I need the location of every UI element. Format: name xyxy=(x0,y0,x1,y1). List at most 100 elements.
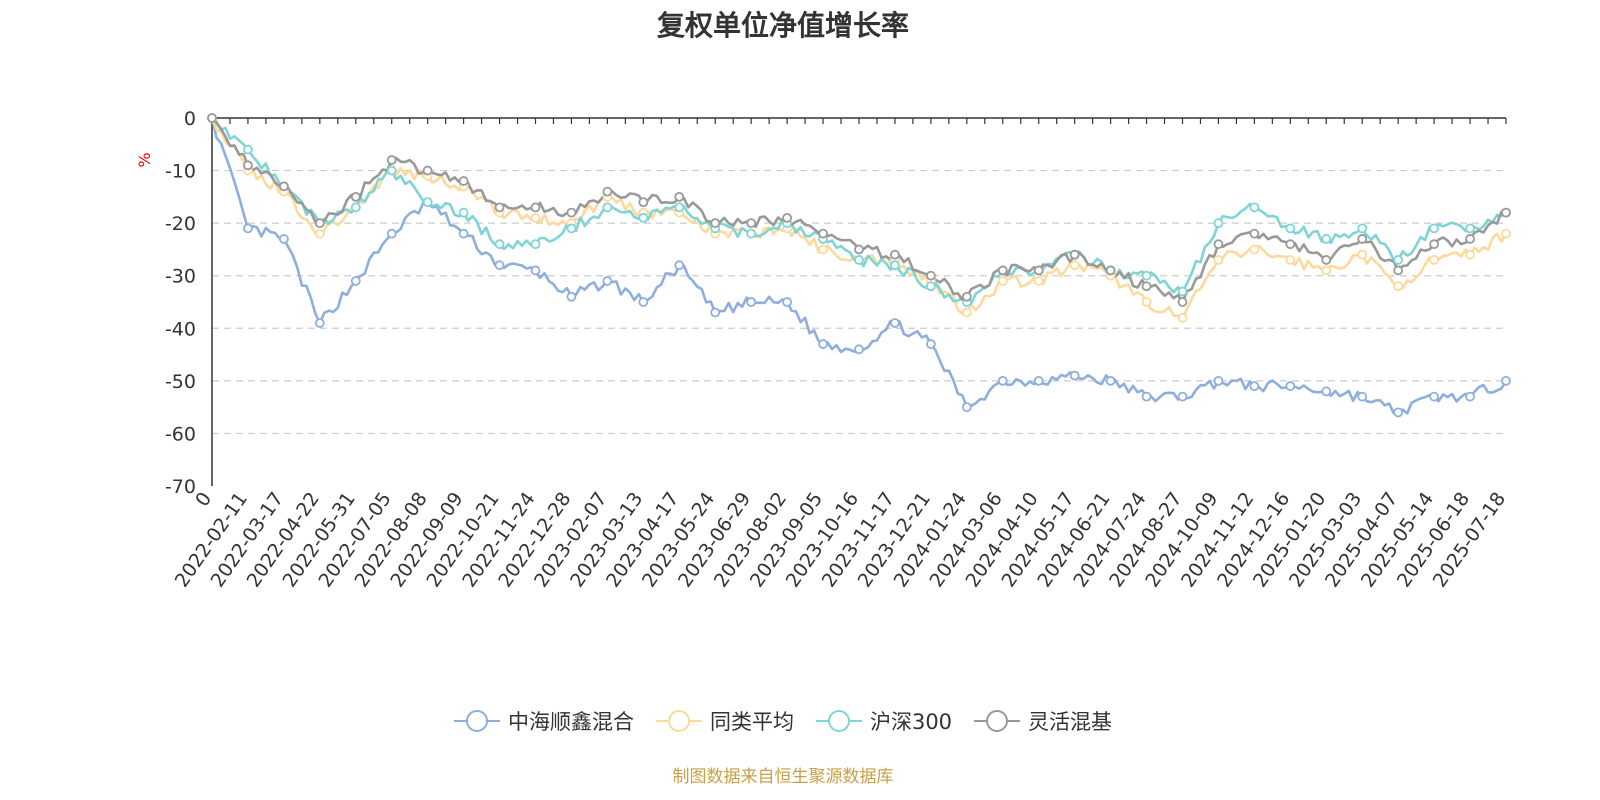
data-point xyxy=(1501,228,1511,239)
data-point xyxy=(782,297,793,307)
data-point xyxy=(1321,386,1332,397)
data-point xyxy=(1357,234,1368,244)
data-point xyxy=(1249,244,1260,255)
data-point xyxy=(710,218,721,229)
data-point xyxy=(422,197,433,208)
data-point xyxy=(1213,239,1224,250)
data-point xyxy=(925,281,936,292)
data-point xyxy=(386,228,397,239)
grid-lines xyxy=(212,169,1506,435)
legend-marker-icon xyxy=(974,709,1021,733)
data-point xyxy=(458,176,469,186)
data-point xyxy=(530,239,541,250)
data-point xyxy=(1465,234,1475,244)
data-point xyxy=(925,339,936,349)
source-note: 制图数据来自恒生聚源数据库 xyxy=(672,767,894,787)
data-point xyxy=(997,265,1008,276)
data-point xyxy=(818,339,828,349)
data-point xyxy=(1465,249,1475,260)
data-point xyxy=(566,291,577,302)
legend-marker-icon xyxy=(453,709,500,733)
data-point xyxy=(494,239,505,250)
data-point xyxy=(1285,255,1296,265)
data-point xyxy=(638,212,649,223)
data-point xyxy=(818,228,828,239)
data-point xyxy=(494,202,505,213)
data-point xyxy=(1213,218,1224,229)
data-point xyxy=(1033,265,1044,276)
data-point xyxy=(1357,249,1368,260)
data-point xyxy=(925,270,936,281)
legend: 中海顺鑫混合 同类平均 沪深300 灵活混基 xyxy=(0,706,1566,736)
data-point xyxy=(1429,391,1440,402)
data-point xyxy=(1285,381,1296,392)
data-point xyxy=(422,165,433,176)
data-point xyxy=(818,244,828,255)
data-point xyxy=(314,218,325,229)
data-point xyxy=(1249,228,1260,239)
data-point xyxy=(566,223,577,234)
data-point xyxy=(1177,391,1188,402)
data-point xyxy=(207,113,217,123)
data-point xyxy=(746,218,757,229)
data-point xyxy=(494,260,505,271)
data-point xyxy=(1393,265,1404,276)
data-point xyxy=(1285,239,1296,250)
data-point xyxy=(961,291,972,302)
data-point xyxy=(1393,281,1404,292)
data-point xyxy=(1141,297,1152,307)
legend-item[interactable]: 灵活混基 xyxy=(974,706,1112,736)
data-point xyxy=(602,186,613,197)
data-point xyxy=(1465,391,1475,402)
legend-item[interactable]: 中海顺鑫混合 xyxy=(453,706,634,736)
data-point xyxy=(1429,239,1440,250)
data-point xyxy=(854,255,864,265)
y-tick-label: -70 xyxy=(165,476,196,498)
data-point xyxy=(1321,255,1332,265)
data-point xyxy=(1141,281,1152,292)
legend-item[interactable]: 沪深300 xyxy=(815,706,952,736)
data-point xyxy=(1429,255,1440,265)
data-point xyxy=(674,260,685,271)
data-point xyxy=(997,375,1008,386)
data-point xyxy=(1321,234,1332,244)
y-tick-label: -30 xyxy=(165,266,196,288)
y-tick-label: -10 xyxy=(165,161,196,183)
data-point xyxy=(566,207,577,218)
data-point xyxy=(1105,375,1116,386)
y-tick-label: -20 xyxy=(165,213,196,235)
data-point xyxy=(278,234,289,244)
data-point xyxy=(1177,312,1188,323)
data-point xyxy=(1069,370,1080,381)
data-point xyxy=(746,297,757,307)
data-point xyxy=(890,318,900,328)
y-tick-label: -60 xyxy=(165,423,196,445)
data-point xyxy=(854,344,864,355)
legend-label: 同类平均 xyxy=(709,710,794,734)
axis-labels: % 0-10-20-30-40-50-60-7002022-02-112022-… xyxy=(135,108,1510,591)
data-point xyxy=(1285,223,1296,234)
x-tick-label: 0 xyxy=(191,488,216,511)
data-point xyxy=(1501,207,1511,218)
data-point xyxy=(458,207,469,218)
data-point xyxy=(638,297,649,307)
data-point xyxy=(1213,375,1224,386)
data-point xyxy=(278,181,289,192)
data-point xyxy=(350,202,361,213)
data-point xyxy=(1141,270,1152,281)
data-point xyxy=(1033,276,1044,286)
data-point xyxy=(243,223,253,234)
data-point xyxy=(1213,255,1224,265)
data-point xyxy=(1177,297,1188,307)
data-point xyxy=(458,228,469,239)
data-point xyxy=(530,265,541,276)
data-point xyxy=(530,212,541,223)
data-point xyxy=(710,307,721,318)
data-point xyxy=(314,318,325,328)
line-chart: % 0-10-20-30-40-50-60-7002022-02-112022-… xyxy=(135,108,1511,591)
data-point xyxy=(1501,375,1511,386)
legend-item[interactable]: 同类平均 xyxy=(655,706,794,736)
data-point xyxy=(1357,391,1368,402)
y-tick-label: 0 xyxy=(184,108,196,130)
data-point xyxy=(602,276,613,286)
